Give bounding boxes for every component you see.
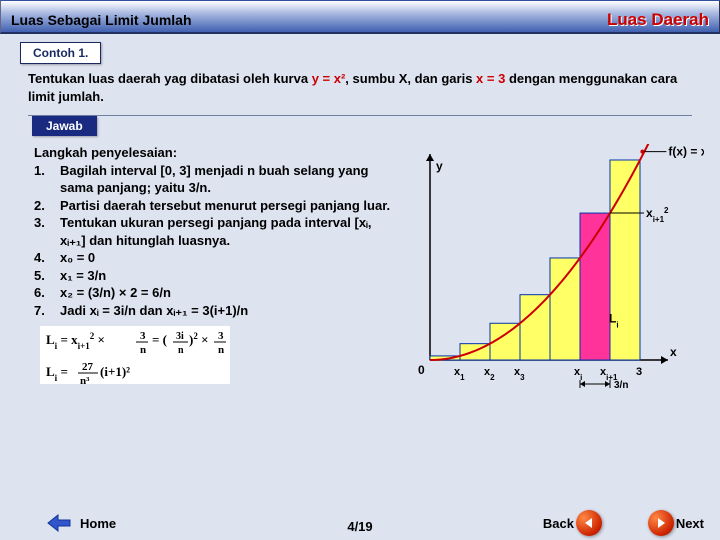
svg-text:n³: n³	[80, 375, 90, 384]
example-label: Contoh 1.	[20, 42, 101, 64]
step-item: 4. x₀ = 0	[34, 249, 394, 267]
svg-text:xi+12: xi+12	[646, 206, 669, 224]
home-arrow-icon	[46, 512, 74, 534]
svg-text:x3: x3	[514, 366, 525, 382]
problem-mid: , sumbu X, dan garis	[345, 71, 476, 86]
svg-text:n: n	[140, 344, 146, 356]
svg-text:n: n	[178, 345, 184, 356]
next-arrow-icon	[648, 510, 674, 536]
header-title-left: Luas Sebagai Limit Jumlah	[11, 12, 192, 28]
svg-text:= (: = (	[152, 332, 167, 347]
svg-text:27: 27	[82, 361, 94, 373]
step-item: 2.Partisi daerah tersebut menurut perseg…	[34, 197, 394, 215]
step-item: 7. Jadi xᵢ = 3i/n dan xᵢ₊₁ = 3(i+1)/n	[34, 302, 394, 320]
back-label: Back	[543, 516, 574, 531]
page-indicator: 4/19	[347, 519, 372, 534]
home-button[interactable]: Home	[46, 512, 116, 534]
next-label: Next	[676, 516, 704, 531]
step-item: 6. x₂ = (3/n) × 2 = 6/n	[34, 284, 394, 302]
problem-text: Tentukan luas daerah yag dibatasi oleh k…	[0, 70, 720, 113]
svg-text:3/n: 3/n	[614, 380, 628, 391]
svg-text:x: x	[670, 345, 677, 359]
main-content: Langkah penyelesaian: 1.Bagilah interval…	[0, 140, 720, 404]
svg-text:3: 3	[636, 366, 642, 378]
header-bar: Luas Sebagai Limit Jumlah Luas Daerah	[0, 0, 720, 34]
next-button[interactable]: Next	[648, 510, 704, 536]
svg-text:(i+1)²: (i+1)²	[100, 364, 130, 379]
nav-bar: Home 4/19 Back Next	[0, 506, 720, 540]
problem-eq2: x = 3	[476, 71, 505, 86]
step-item: 1.Bagilah interval [0, 3] menjadi n buah…	[34, 162, 394, 197]
svg-text:n: n	[218, 344, 224, 356]
formula-image: Li = xi+12 × 3 n = ( 3i n )2 × 3 n Li = …	[40, 326, 394, 389]
svg-text:y: y	[436, 159, 443, 173]
svg-text:f(x) = x²: f(x) = x²	[668, 145, 704, 159]
header-title-right: Luas Daerah	[607, 10, 709, 30]
svg-text:xi: xi	[574, 366, 582, 382]
steps-list: 1.Bagilah interval [0, 3] menjadi n buah…	[34, 162, 394, 320]
divider	[28, 115, 692, 116]
step-item: 5. x₁ = 3/n	[34, 267, 394, 285]
svg-text:0: 0	[418, 363, 425, 377]
steps-pane: Langkah penyelesaian: 1.Bagilah interval…	[34, 144, 394, 404]
svg-text:3: 3	[140, 330, 146, 342]
svg-text:)2 ×: )2 ×	[189, 331, 209, 347]
svg-text:x2: x2	[484, 366, 495, 382]
problem-eq1: y = x²	[312, 71, 346, 86]
steps-title: Langkah penyelesaian:	[34, 144, 394, 162]
back-arrow-icon	[576, 510, 602, 536]
svg-text:3i: 3i	[176, 331, 184, 342]
svg-text:x1: x1	[454, 366, 465, 382]
chart-svg: yx0x1x2x3xixi+133/nLixi+12f(x) = x²	[394, 144, 704, 404]
problem-pre: Tentukan luas daerah yag dibatasi oleh k…	[28, 71, 312, 86]
back-button[interactable]: Back	[543, 510, 602, 536]
answer-label: Jawab	[32, 116, 97, 136]
svg-text:3: 3	[218, 330, 224, 342]
step-item: 3.Tentukan ukuran persegi panjang pada i…	[34, 214, 394, 249]
chart-pane: yx0x1x2x3xixi+133/nLixi+12f(x) = x²	[394, 144, 700, 404]
home-label: Home	[80, 516, 116, 531]
